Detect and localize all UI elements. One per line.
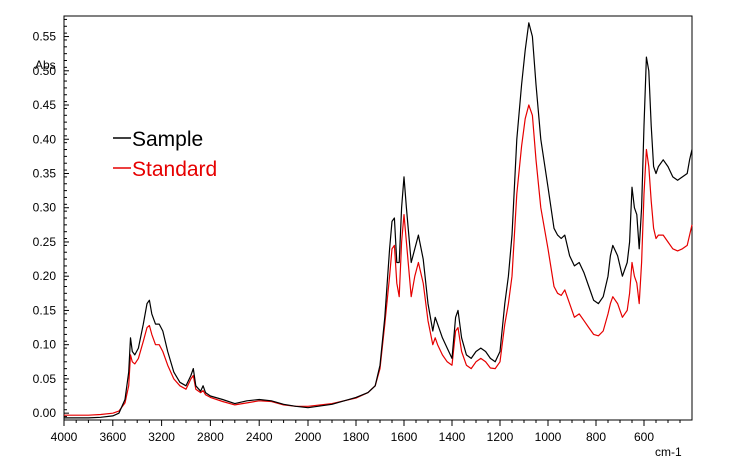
y-axis: 0.00 0.05 0.10 0.15 0.20 0.25 0.30 0.35 0.40 0.45… — [33, 18, 69, 420]
x-tick-label: 600 — [634, 430, 654, 444]
y-tick-label: 0.05 — [33, 372, 57, 386]
y-tick-label: 0.55 — [33, 30, 57, 44]
x-tick-label: 2000 — [295, 430, 322, 444]
y-tick-label: 0.00 — [33, 406, 57, 420]
legend: Sample Standard — [113, 128, 217, 181]
y-tick-label: 0.15 — [33, 303, 57, 317]
y-tick-label: 0.35 — [33, 166, 57, 180]
x-tick-label: 3200 — [148, 430, 175, 444]
series-line-standard — [64, 104, 693, 416]
y-tick-label: 0.30 — [33, 201, 57, 215]
x-tick-label: 4000 — [51, 430, 78, 444]
series-line-sample — [64, 22, 693, 419]
x-tick-label: 3600 — [99, 430, 126, 444]
x-tick-label: 2400 — [246, 430, 273, 444]
y-tick-label: 0.10 — [33, 338, 57, 352]
x-tick-label: 1000 — [535, 430, 562, 444]
x-tick-label: 1200 — [487, 430, 514, 444]
y-tick-label: 0.45 — [33, 98, 57, 112]
y-tick-label: 0.40 — [33, 132, 57, 146]
x-tick-label: 1400 — [439, 430, 466, 444]
series-layer — [64, 22, 693, 419]
plot-frame — [63, 15, 693, 421]
y-tick-label: 0.20 — [33, 269, 57, 283]
x-tick-label: 800 — [586, 430, 606, 444]
x-axis-label: cm-1 — [655, 445, 682, 459]
y-axis-label: Abs — [35, 58, 56, 72]
x-tick-label: 2800 — [197, 430, 224, 444]
y-tick-label: 0.25 — [33, 235, 57, 249]
x-tick-label: 1800 — [343, 430, 370, 444]
y-tick-label: 0.50 — [33, 64, 57, 78]
legend-label-sample: Sample — [132, 128, 203, 151]
x-tick-label: 1600 — [391, 430, 418, 444]
legend-label-standard: Standard — [132, 158, 217, 181]
x-axis: 4000 3600 3200 2800 2400 2000 1800 1600 1400 1200… — [51, 420, 681, 444]
